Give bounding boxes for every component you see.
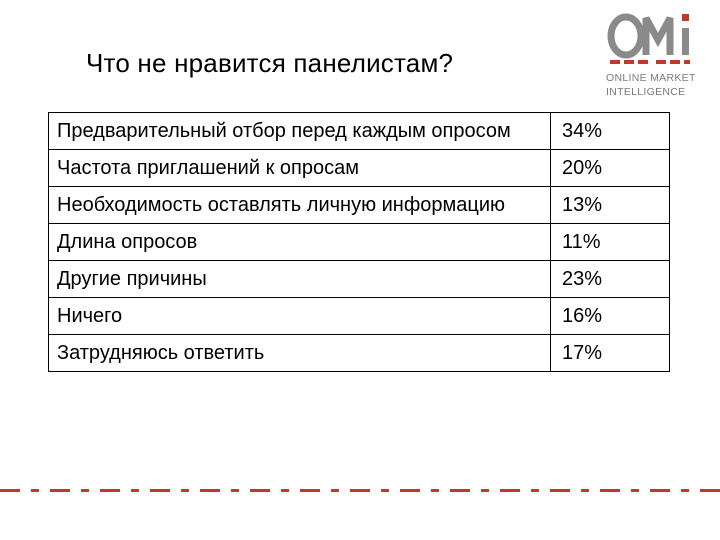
table-row: Ничего 16% (48, 297, 670, 335)
row-label: Длина опросов (48, 223, 551, 261)
dash-segment (431, 489, 439, 492)
omi-logo: ONLINE MARKET INTELLIGENCE (600, 10, 710, 100)
dash-segment (650, 489, 670, 492)
table-row: Частота приглашений к опросам 20% (48, 149, 670, 187)
dash-segment (81, 489, 89, 492)
dash-segment (231, 489, 239, 492)
dash-segment (100, 489, 120, 492)
row-label: Предварительный отбор перед каждым опрос… (48, 112, 551, 150)
dash-segment (381, 489, 389, 492)
dash-segment (500, 489, 520, 492)
dash-segment (700, 489, 720, 492)
slide-title: Что не нравится панелистам? (86, 48, 454, 78)
dash-segment (31, 489, 39, 492)
dash-segment (600, 489, 620, 492)
dash-segment (50, 489, 70, 492)
dash-segment (181, 489, 189, 492)
dash-segment (400, 489, 420, 492)
dash-segment (481, 489, 489, 492)
row-label: Частота приглашений к опросам (48, 149, 551, 187)
dash-segment (281, 489, 289, 492)
row-value: 23% (550, 260, 670, 298)
dash-segment (531, 489, 539, 492)
table-row: Длина опросов 11% (48, 223, 670, 261)
logo-text-line2: INTELLIGENCE (606, 86, 686, 98)
table-row: Другие причины 23% (48, 260, 670, 298)
dash-segment (581, 489, 589, 492)
dash-segment (300, 489, 320, 492)
dash-segment (200, 489, 220, 492)
dash-segment (150, 489, 170, 492)
decorative-dash-line (0, 489, 720, 492)
dash-segment (550, 489, 570, 492)
row-value: 20% (550, 149, 670, 187)
table-row: Затрудняюсь ответить 17% (48, 334, 670, 372)
row-label: Необходимость оставлять личную информаци… (48, 186, 551, 224)
row-value: 16% (550, 297, 670, 335)
dash-segment (250, 489, 270, 492)
omi-logo-mark (607, 13, 690, 64)
row-value: 17% (550, 334, 670, 372)
dash-segment (631, 489, 639, 492)
row-label: Ничего (48, 297, 551, 335)
dash-segment (131, 489, 139, 492)
dash-segment (350, 489, 370, 492)
dash-segment (0, 489, 20, 492)
table-row: Необходимость оставлять личную информаци… (48, 186, 670, 224)
table-row: Предварительный отбор перед каждым опрос… (48, 112, 670, 150)
row-label: Другие причины (48, 260, 551, 298)
row-value: 34% (550, 112, 670, 150)
dash-segment (450, 489, 470, 492)
row-value: 11% (550, 223, 670, 261)
logo-text-line1: ONLINE MARKET (606, 72, 696, 84)
row-value: 13% (550, 186, 670, 224)
survey-results-table: Предварительный отбор перед каждым опрос… (48, 112, 670, 372)
dash-segment (331, 489, 339, 492)
row-label: Затрудняюсь ответить (48, 334, 551, 372)
dash-segment (681, 489, 689, 492)
